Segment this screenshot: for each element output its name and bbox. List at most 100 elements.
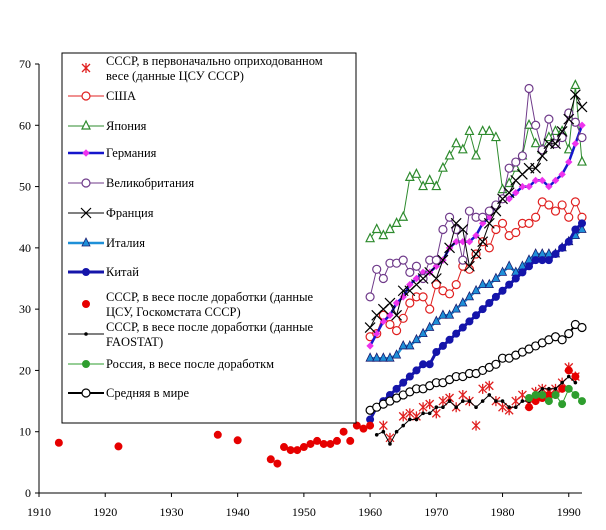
data-point: [394, 429, 399, 434]
x-tick-label: 1920: [93, 505, 117, 519]
legend-item-10: Россия, в весе после доработкм: [68, 357, 274, 371]
data-point: [465, 238, 474, 246]
data-point: [483, 217, 495, 229]
data-point: [531, 176, 540, 185]
x-tick-label: 1990: [557, 505, 581, 519]
data-point: [478, 383, 488, 394]
data-point: [398, 340, 408, 350]
data-point: [494, 399, 498, 403]
data-point: [525, 403, 534, 412]
data-point: [419, 360, 428, 369]
data-point: [511, 274, 520, 283]
data-point: [478, 305, 487, 314]
data-point: [84, 332, 88, 336]
data-point: [550, 206, 561, 216]
data-point: [385, 319, 395, 330]
data-point: [444, 149, 455, 160]
legend-label: США: [106, 89, 136, 103]
data-point: [547, 387, 551, 391]
data-point: [471, 149, 482, 160]
data-point: [213, 430, 222, 439]
data-point: [518, 268, 527, 277]
series-7: [366, 219, 586, 424]
data-point: [457, 224, 469, 235]
data-point: [359, 424, 368, 433]
data-point: [364, 322, 376, 333]
data-point: [497, 266, 508, 276]
data-point: [525, 262, 534, 271]
data-point: [577, 155, 587, 166]
data-point: [558, 400, 567, 409]
data-point: [385, 432, 395, 443]
legend-label: Германия: [106, 146, 157, 160]
legend-label-line: Германия: [106, 146, 157, 160]
data-point: [365, 232, 376, 243]
data-point: [434, 405, 439, 410]
data-point: [497, 218, 508, 228]
legend-item-4: Великобритания: [68, 176, 194, 190]
legend-label-line: Великобритания: [106, 176, 194, 190]
data-point: [404, 171, 415, 181]
data-point: [551, 249, 560, 258]
data-point: [114, 442, 123, 451]
data-point: [536, 150, 548, 162]
data-point: [500, 399, 505, 403]
data-point: [378, 420, 388, 431]
legend-item-7: Китай: [68, 265, 139, 279]
data-point: [513, 405, 518, 410]
data-point: [477, 236, 489, 248]
data-point: [484, 380, 494, 391]
data-point: [372, 264, 382, 274]
data-point: [378, 273, 388, 284]
data-point: [531, 120, 541, 130]
data-point: [573, 380, 578, 385]
data-point: [551, 390, 560, 399]
data-point: [467, 399, 472, 403]
data-point: [392, 299, 401, 307]
series-11: [365, 319, 587, 415]
data-point: [569, 89, 581, 101]
data-point: [564, 384, 573, 393]
data-point: [293, 446, 302, 455]
data-point: [464, 125, 475, 136]
data-point: [556, 125, 568, 137]
legend-item-9: СССР, в весе после доработки (данные FAOS…: [68, 320, 314, 349]
data-point: [512, 188, 520, 197]
data-point: [346, 436, 355, 445]
legend-label-line: FAOSTAT): [106, 335, 163, 349]
data-point: [425, 321, 435, 331]
data-point: [484, 206, 494, 216]
data-point: [461, 399, 465, 403]
data-point: [564, 329, 574, 339]
data-point: [538, 176, 546, 185]
series-8: [54, 366, 580, 468]
legend-label-line: Россия, в весе после доработкм: [106, 357, 274, 371]
x-tick-label: 1950: [292, 505, 316, 519]
data-point: [391, 349, 402, 359]
data-point: [319, 439, 328, 448]
y-tick-label: 40: [19, 241, 31, 255]
data-point: [564, 366, 573, 375]
legend-label-line: Китай: [106, 265, 139, 279]
data-point: [538, 256, 547, 265]
legend-item-2: Япония: [68, 119, 147, 133]
data-point: [474, 405, 478, 410]
data-point: [280, 443, 289, 452]
data-point: [374, 432, 379, 437]
data-point: [405, 298, 415, 308]
data-point: [504, 163, 514, 173]
data-point: [564, 212, 574, 222]
data-point: [485, 299, 494, 308]
legend-label-line: Италия: [106, 236, 145, 250]
data-point: [411, 167, 422, 178]
data-point: [564, 237, 573, 246]
data-point: [384, 297, 396, 309]
data-point: [560, 380, 564, 385]
data-point: [540, 387, 545, 391]
data-point: [391, 325, 402, 336]
data-point: [398, 255, 408, 265]
data-point: [576, 101, 588, 113]
data-point: [530, 137, 541, 148]
data-point: [399, 378, 408, 387]
